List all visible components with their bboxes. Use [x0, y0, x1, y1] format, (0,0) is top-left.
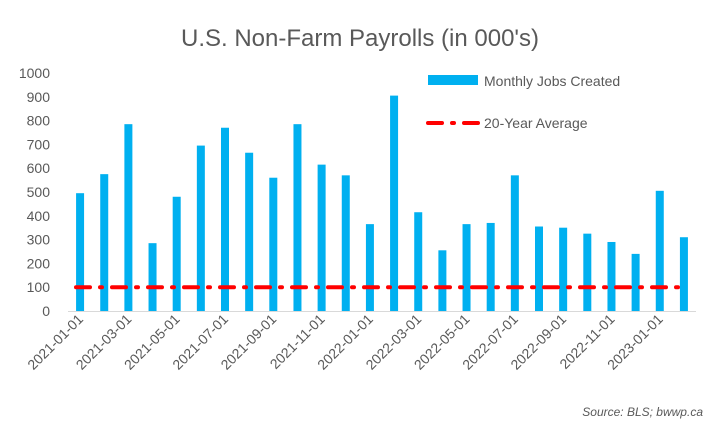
- legend: Monthly Jobs Created 20-Year Average: [426, 73, 620, 131]
- legend-label-monthly-jobs: Monthly Jobs Created: [484, 73, 620, 89]
- bar-2021-06-01: [196, 145, 205, 311]
- y-tick-label: 600: [27, 160, 51, 176]
- bar-2023-02-01: [679, 237, 688, 311]
- bar-2021-07-01: [221, 127, 229, 312]
- y-tick-label: 300: [27, 232, 51, 248]
- bar-2021-04-01: [148, 243, 157, 311]
- bar-2021-02-01: [100, 174, 109, 311]
- y-axis: 0 100 200 300 400 500 600 700 800 900 1000: [19, 65, 50, 319]
- y-tick-label: 500: [27, 184, 51, 200]
- y-tick-label: 700: [27, 136, 51, 152]
- y-tick-label: 0: [42, 303, 50, 319]
- bar-2021-12-01: [341, 175, 350, 311]
- bar-2022-08-01: [535, 226, 543, 311]
- bar-2022-02-01: [390, 95, 399, 311]
- bar-2022-05-01: [462, 224, 471, 311]
- bar-2022-09-01: [559, 227, 568, 311]
- bar-2021-03-01: [124, 124, 133, 311]
- bar-2022-07-01: [510, 175, 519, 311]
- bar-2021-10-01: [293, 124, 302, 311]
- bar-2022-06-01: [486, 222, 495, 311]
- bar-2022-10-01: [583, 233, 592, 311]
- bar-2021-05-01: [172, 196, 181, 311]
- legend-label-average: 20-Year Average: [484, 115, 588, 131]
- source-note: Source: BLS; bwwp.ca: [582, 405, 703, 419]
- y-tick-label: 900: [27, 89, 51, 105]
- bar-2021-08-01: [245, 152, 254, 311]
- bar-2023-01-01: [655, 190, 664, 311]
- bar-2021-01-01: [76, 193, 85, 311]
- y-tick-label: 100: [27, 279, 51, 295]
- chart-title: U.S. Non-Farm Payrolls (in 000's): [181, 25, 539, 52]
- bar-2022-11-01: [607, 241, 616, 311]
- bar-2022-01-01: [365, 224, 374, 311]
- bar-2021-09-01: [269, 177, 278, 311]
- bar-2022-04-01: [438, 250, 447, 311]
- legend-swatch-monthly-jobs: [428, 75, 478, 85]
- x-axis: 2021-01-012021-03-012021-05-012021-07-01…: [24, 311, 666, 373]
- y-tick-label: 800: [27, 113, 51, 129]
- bar-2022-03-01: [414, 212, 423, 311]
- bars: [76, 95, 688, 312]
- bar-2021-11-01: [317, 164, 326, 311]
- y-tick-label: 200: [27, 255, 51, 271]
- bar-2022-12-01: [631, 253, 640, 311]
- y-tick-label: 1000: [19, 65, 50, 81]
- y-tick-label: 400: [27, 208, 51, 224]
